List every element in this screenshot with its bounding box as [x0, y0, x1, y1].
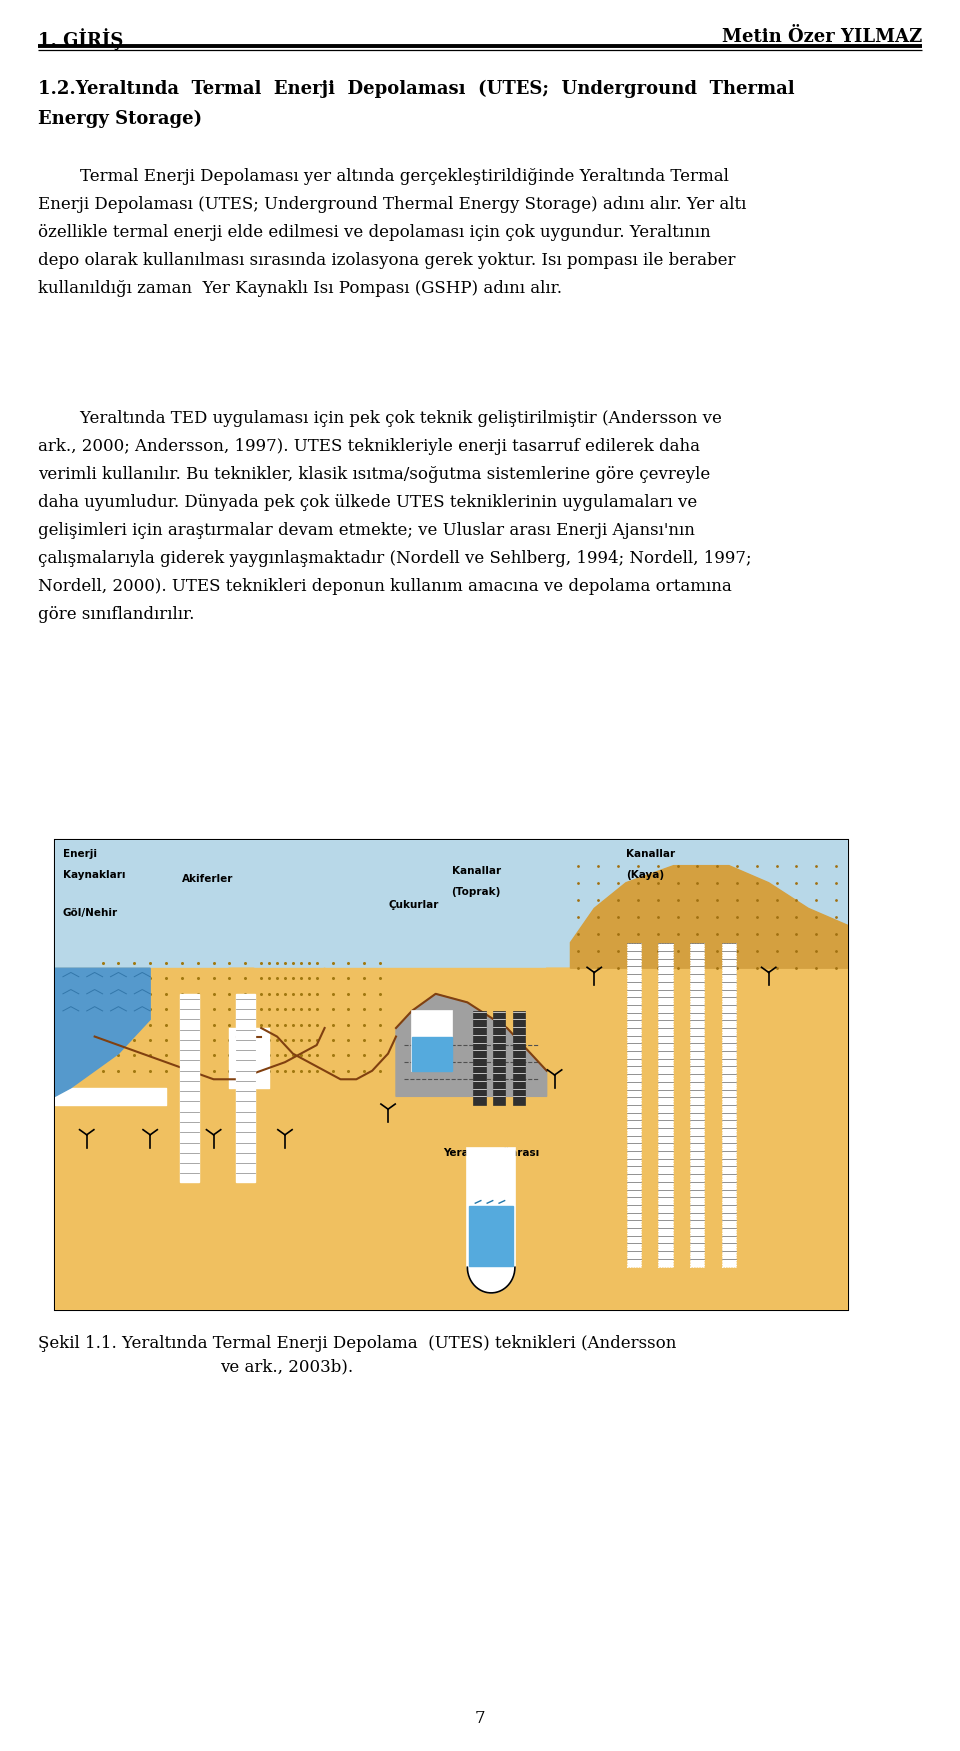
Bar [690, 942, 705, 1268]
Bar [473, 1010, 486, 1105]
Bar [513, 1010, 525, 1105]
Bar [627, 942, 641, 1268]
Text: Çukurlar: Çukurlar [388, 900, 439, 911]
Bar [468, 1206, 514, 1266]
Polygon shape [396, 995, 546, 1096]
Bar [412, 1010, 451, 1070]
Text: Göl/Nehir: Göl/Nehir [63, 909, 118, 918]
Bar [468, 1147, 515, 1268]
Text: Termal Enerji Depolaması yer altında gerçekleştirildiğinde Yeraltında Termal
Ene: Termal Enerji Depolaması yer altında ger… [38, 168, 746, 298]
Text: ve ark., 2003b).: ve ark., 2003b). [220, 1359, 353, 1375]
Polygon shape [95, 968, 324, 1079]
Text: 1. GİRİŞ: 1. GİRİŞ [38, 28, 124, 49]
Bar [55, 840, 848, 968]
Text: Yeraltı mağarası: Yeraltı mağarası [444, 1147, 540, 1157]
Text: Kanallar: Kanallar [451, 865, 500, 876]
Bar [236, 995, 254, 1182]
Polygon shape [468, 1268, 515, 1292]
Text: Metin Özer YILMAZ: Metin Özer YILMAZ [722, 28, 922, 46]
Bar [492, 1010, 505, 1105]
Bar [722, 942, 736, 1268]
Text: Kanallar: Kanallar [626, 849, 675, 858]
Text: Yeraltında TED uygulaması için pek çok teknik geliştirilmiştir (Andersson ve
ark: Yeraltında TED uygulaması için pek çok t… [38, 410, 752, 623]
Bar [659, 942, 673, 1268]
Bar [55, 968, 848, 1310]
Bar [180, 995, 200, 1182]
Text: (Kaya): (Kaya) [626, 870, 664, 881]
Text: 7: 7 [474, 1711, 486, 1726]
Text: 1.2.Yeraltında  Termal  Enerji  Depolaması  (UTES;  Underground  Thermal: 1.2.Yeraltında Termal Enerji Depolaması … [38, 81, 795, 98]
Text: Energy Storage): Energy Storage) [38, 110, 203, 128]
Bar [55, 840, 848, 1310]
Polygon shape [261, 968, 396, 1079]
Text: Kaynakları: Kaynakları [63, 870, 126, 881]
Polygon shape [570, 865, 848, 968]
Text: Akiferler: Akiferler [181, 874, 233, 884]
Bar [412, 1037, 451, 1070]
Polygon shape [55, 968, 150, 1096]
Text: Enerji: Enerji [63, 849, 97, 858]
Text: Şekil 1.1. Yeraltında Termal Enerji Depolama  (UTES) teknikleri (Andersson: Şekil 1.1. Yeraltında Termal Enerji Depo… [38, 1334, 677, 1352]
Polygon shape [531, 968, 848, 1310]
Text: (Toprak): (Toprak) [451, 888, 501, 897]
